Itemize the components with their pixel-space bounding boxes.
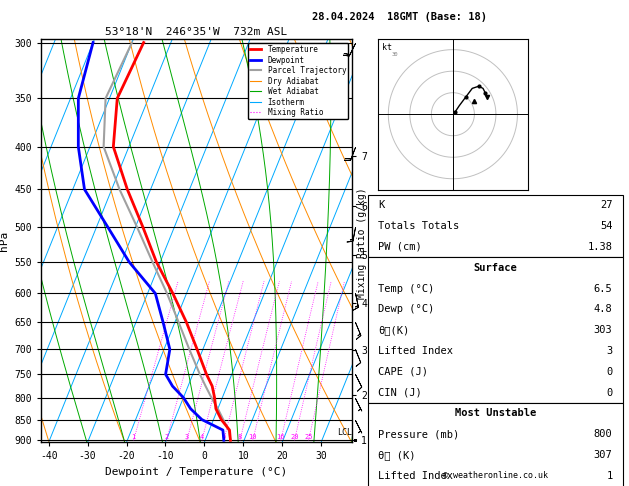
Text: 8: 8 xyxy=(238,434,242,440)
Text: Totals Totals: Totals Totals xyxy=(378,221,459,231)
Legend: Temperature, Dewpoint, Parcel Trajectory, Dry Adiabat, Wet Adiabat, Isotherm, Mi: Temperature, Dewpoint, Parcel Trajectory… xyxy=(248,43,348,120)
Text: 2: 2 xyxy=(164,434,169,440)
Bar xyxy=(368,403,623,486)
Text: 28.04.2024  18GMT (Base: 18): 28.04.2024 18GMT (Base: 18) xyxy=(312,12,487,22)
Text: 0: 0 xyxy=(606,388,613,398)
Text: LCL: LCL xyxy=(337,428,352,436)
Text: Lifted Index: Lifted Index xyxy=(378,346,453,356)
Text: Mixing Ratio (g/kg): Mixing Ratio (g/kg) xyxy=(357,187,367,299)
Text: Surface: Surface xyxy=(474,263,517,273)
Text: 27: 27 xyxy=(600,200,613,210)
Text: 30: 30 xyxy=(391,52,398,57)
Text: 3: 3 xyxy=(606,346,613,356)
Text: Pressure (mb): Pressure (mb) xyxy=(378,429,459,439)
Text: Lifted Index: Lifted Index xyxy=(378,471,453,481)
Text: 800: 800 xyxy=(594,429,613,439)
Text: CIN (J): CIN (J) xyxy=(378,388,422,398)
Text: 6: 6 xyxy=(221,434,226,440)
Y-axis label: hPa: hPa xyxy=(0,230,9,251)
Text: θᴇ(K): θᴇ(K) xyxy=(378,325,409,335)
Text: K: K xyxy=(378,200,384,210)
Text: CAPE (J): CAPE (J) xyxy=(378,367,428,377)
Text: Temp (°C): Temp (°C) xyxy=(378,283,435,294)
Text: 4: 4 xyxy=(200,434,204,440)
Text: 54: 54 xyxy=(600,221,613,231)
Bar xyxy=(368,257,623,403)
Title: 53°18'N  246°35'W  732m ASL: 53°18'N 246°35'W 732m ASL xyxy=(106,27,287,37)
Text: θᴇ (K): θᴇ (K) xyxy=(378,450,416,460)
Text: 6.5: 6.5 xyxy=(594,283,613,294)
Text: 16: 16 xyxy=(277,434,285,440)
Text: 20: 20 xyxy=(291,434,299,440)
Text: 25: 25 xyxy=(304,434,313,440)
Text: © weatheronline.co.uk: © weatheronline.co.uk xyxy=(443,471,548,480)
Text: 10: 10 xyxy=(248,434,257,440)
Text: kt: kt xyxy=(382,43,392,52)
Text: PW (cm): PW (cm) xyxy=(378,242,422,252)
Text: 1.38: 1.38 xyxy=(587,242,613,252)
Text: 1: 1 xyxy=(606,471,613,481)
Text: 3: 3 xyxy=(185,434,189,440)
Y-axis label: km
ASL: km ASL xyxy=(378,230,396,251)
X-axis label: Dewpoint / Temperature (°C): Dewpoint / Temperature (°C) xyxy=(106,467,287,477)
Text: 1: 1 xyxy=(131,434,136,440)
Text: 303: 303 xyxy=(594,325,613,335)
Text: 0: 0 xyxy=(606,367,613,377)
Text: 4.8: 4.8 xyxy=(594,304,613,314)
Text: 307: 307 xyxy=(594,450,613,460)
Bar xyxy=(368,195,623,257)
Text: Dewp (°C): Dewp (°C) xyxy=(378,304,435,314)
Text: Most Unstable: Most Unstable xyxy=(455,408,536,418)
